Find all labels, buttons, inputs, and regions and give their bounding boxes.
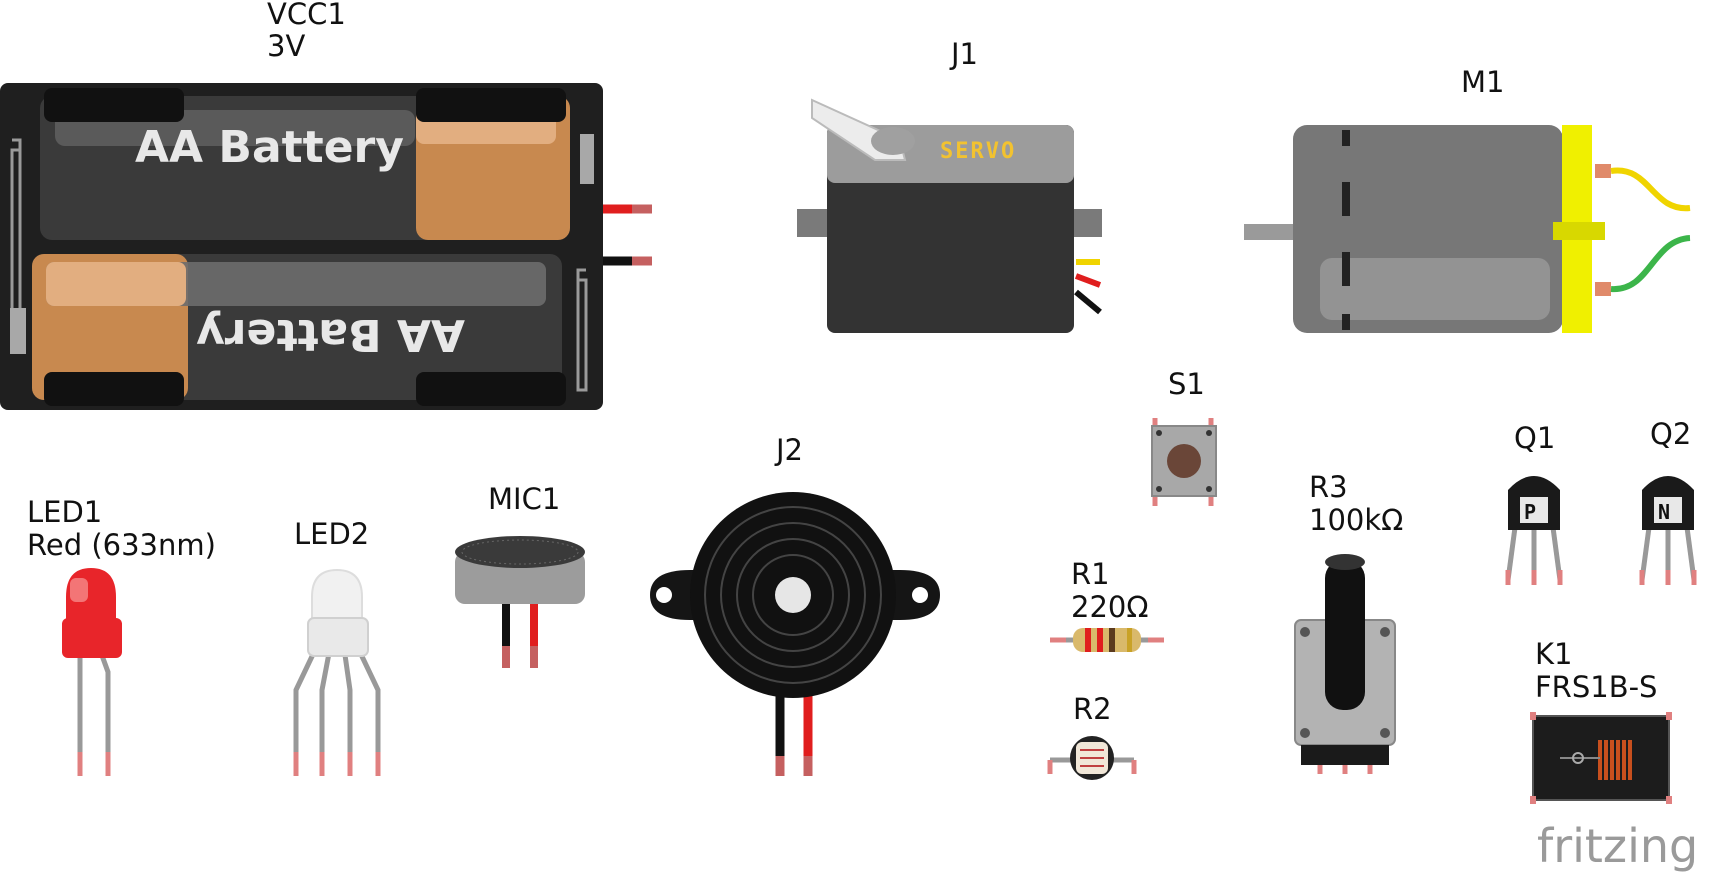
s1-ref-label: S1 bbox=[1168, 367, 1205, 401]
j1-ref-label: J1 bbox=[949, 37, 978, 71]
resistor-r1[interactable]: R1 220Ω bbox=[1050, 557, 1164, 652]
battery-vcc1[interactable]: VCC1 3V AA Battery AA Battery bbox=[0, 0, 652, 410]
battery-cell-top-label: AA Battery bbox=[135, 122, 404, 173]
mic-mesh bbox=[455, 536, 585, 568]
pushbutton-s1[interactable]: S1 bbox=[1151, 367, 1217, 506]
transistor-q1[interactable]: Q1 P bbox=[1505, 421, 1563, 585]
led-led1[interactable]: LED1 Red (633nm) bbox=[27, 495, 216, 776]
led2-ref-label: LED2 bbox=[294, 517, 369, 551]
buzzer-j2[interactable]: J2 bbox=[650, 433, 940, 776]
vcc1-value-label: 3V bbox=[267, 29, 305, 63]
servo-j1[interactable]: J1 SERVO bbox=[797, 37, 1102, 333]
r1-ref-label: R1 bbox=[1071, 557, 1110, 591]
r1-value-label: 220Ω bbox=[1071, 590, 1149, 624]
r2-ref-label: R2 bbox=[1073, 692, 1112, 726]
pot-shaft[interactable] bbox=[1325, 560, 1365, 710]
q1-ref-label: Q1 bbox=[1514, 421, 1555, 455]
photocell-r2[interactable]: R2 bbox=[1047, 692, 1137, 780]
motor-m1[interactable]: M1 bbox=[1244, 65, 1691, 333]
k1-value-label: FRS1B-S bbox=[1535, 670, 1657, 704]
servo-shaft bbox=[871, 127, 915, 155]
battery-cell-bottom: AA Battery bbox=[10, 254, 566, 406]
microphone-mic1[interactable]: MIC1 bbox=[455, 482, 585, 668]
r3-value-label: 100kΩ bbox=[1309, 503, 1403, 537]
fritzing-logo: fritzing bbox=[1537, 819, 1698, 873]
led-led2[interactable]: LED2 bbox=[293, 517, 381, 776]
battery-spring-right bbox=[576, 268, 588, 392]
battery-cell-bottom-label: AA Battery bbox=[196, 309, 465, 360]
servo-wire-power[interactable] bbox=[1074, 273, 1102, 288]
r3-ref-label: R3 bbox=[1309, 470, 1348, 504]
j2-ref-label: J2 bbox=[774, 433, 803, 467]
mic1-ref-label: MIC1 bbox=[488, 482, 560, 516]
servo-wire-ground[interactable] bbox=[1074, 289, 1102, 315]
vcc1-ref-label: VCC1 bbox=[267, 0, 346, 31]
servo-brand-label: SERVO bbox=[940, 139, 1016, 164]
buzzer-center bbox=[775, 577, 811, 613]
relay-k1[interactable]: K1 FRS1B-S bbox=[1530, 637, 1672, 804]
motor-wire-green[interactable] bbox=[1610, 235, 1691, 293]
m1-ref-label: M1 bbox=[1461, 65, 1504, 99]
potentiometer-r3[interactable]: R3 100kΩ bbox=[1294, 470, 1403, 774]
led1-value-label: Red (633nm) bbox=[27, 528, 216, 562]
q2-ref-label: Q2 bbox=[1650, 417, 1691, 451]
motor-shaft bbox=[1244, 224, 1296, 240]
k1-ref-label: K1 bbox=[1535, 637, 1572, 671]
led1-ref-label: LED1 bbox=[27, 495, 102, 529]
transistor-q2[interactable]: Q2 N bbox=[1639, 417, 1697, 585]
motor-wire-yellow[interactable] bbox=[1610, 167, 1691, 212]
led2-dome bbox=[311, 568, 363, 629]
battery-cell-top: AA Battery bbox=[40, 88, 594, 240]
pushbutton-cap[interactable] bbox=[1167, 444, 1201, 478]
q2-mark: N bbox=[1658, 500, 1670, 524]
q1-mark: P bbox=[1524, 500, 1536, 524]
